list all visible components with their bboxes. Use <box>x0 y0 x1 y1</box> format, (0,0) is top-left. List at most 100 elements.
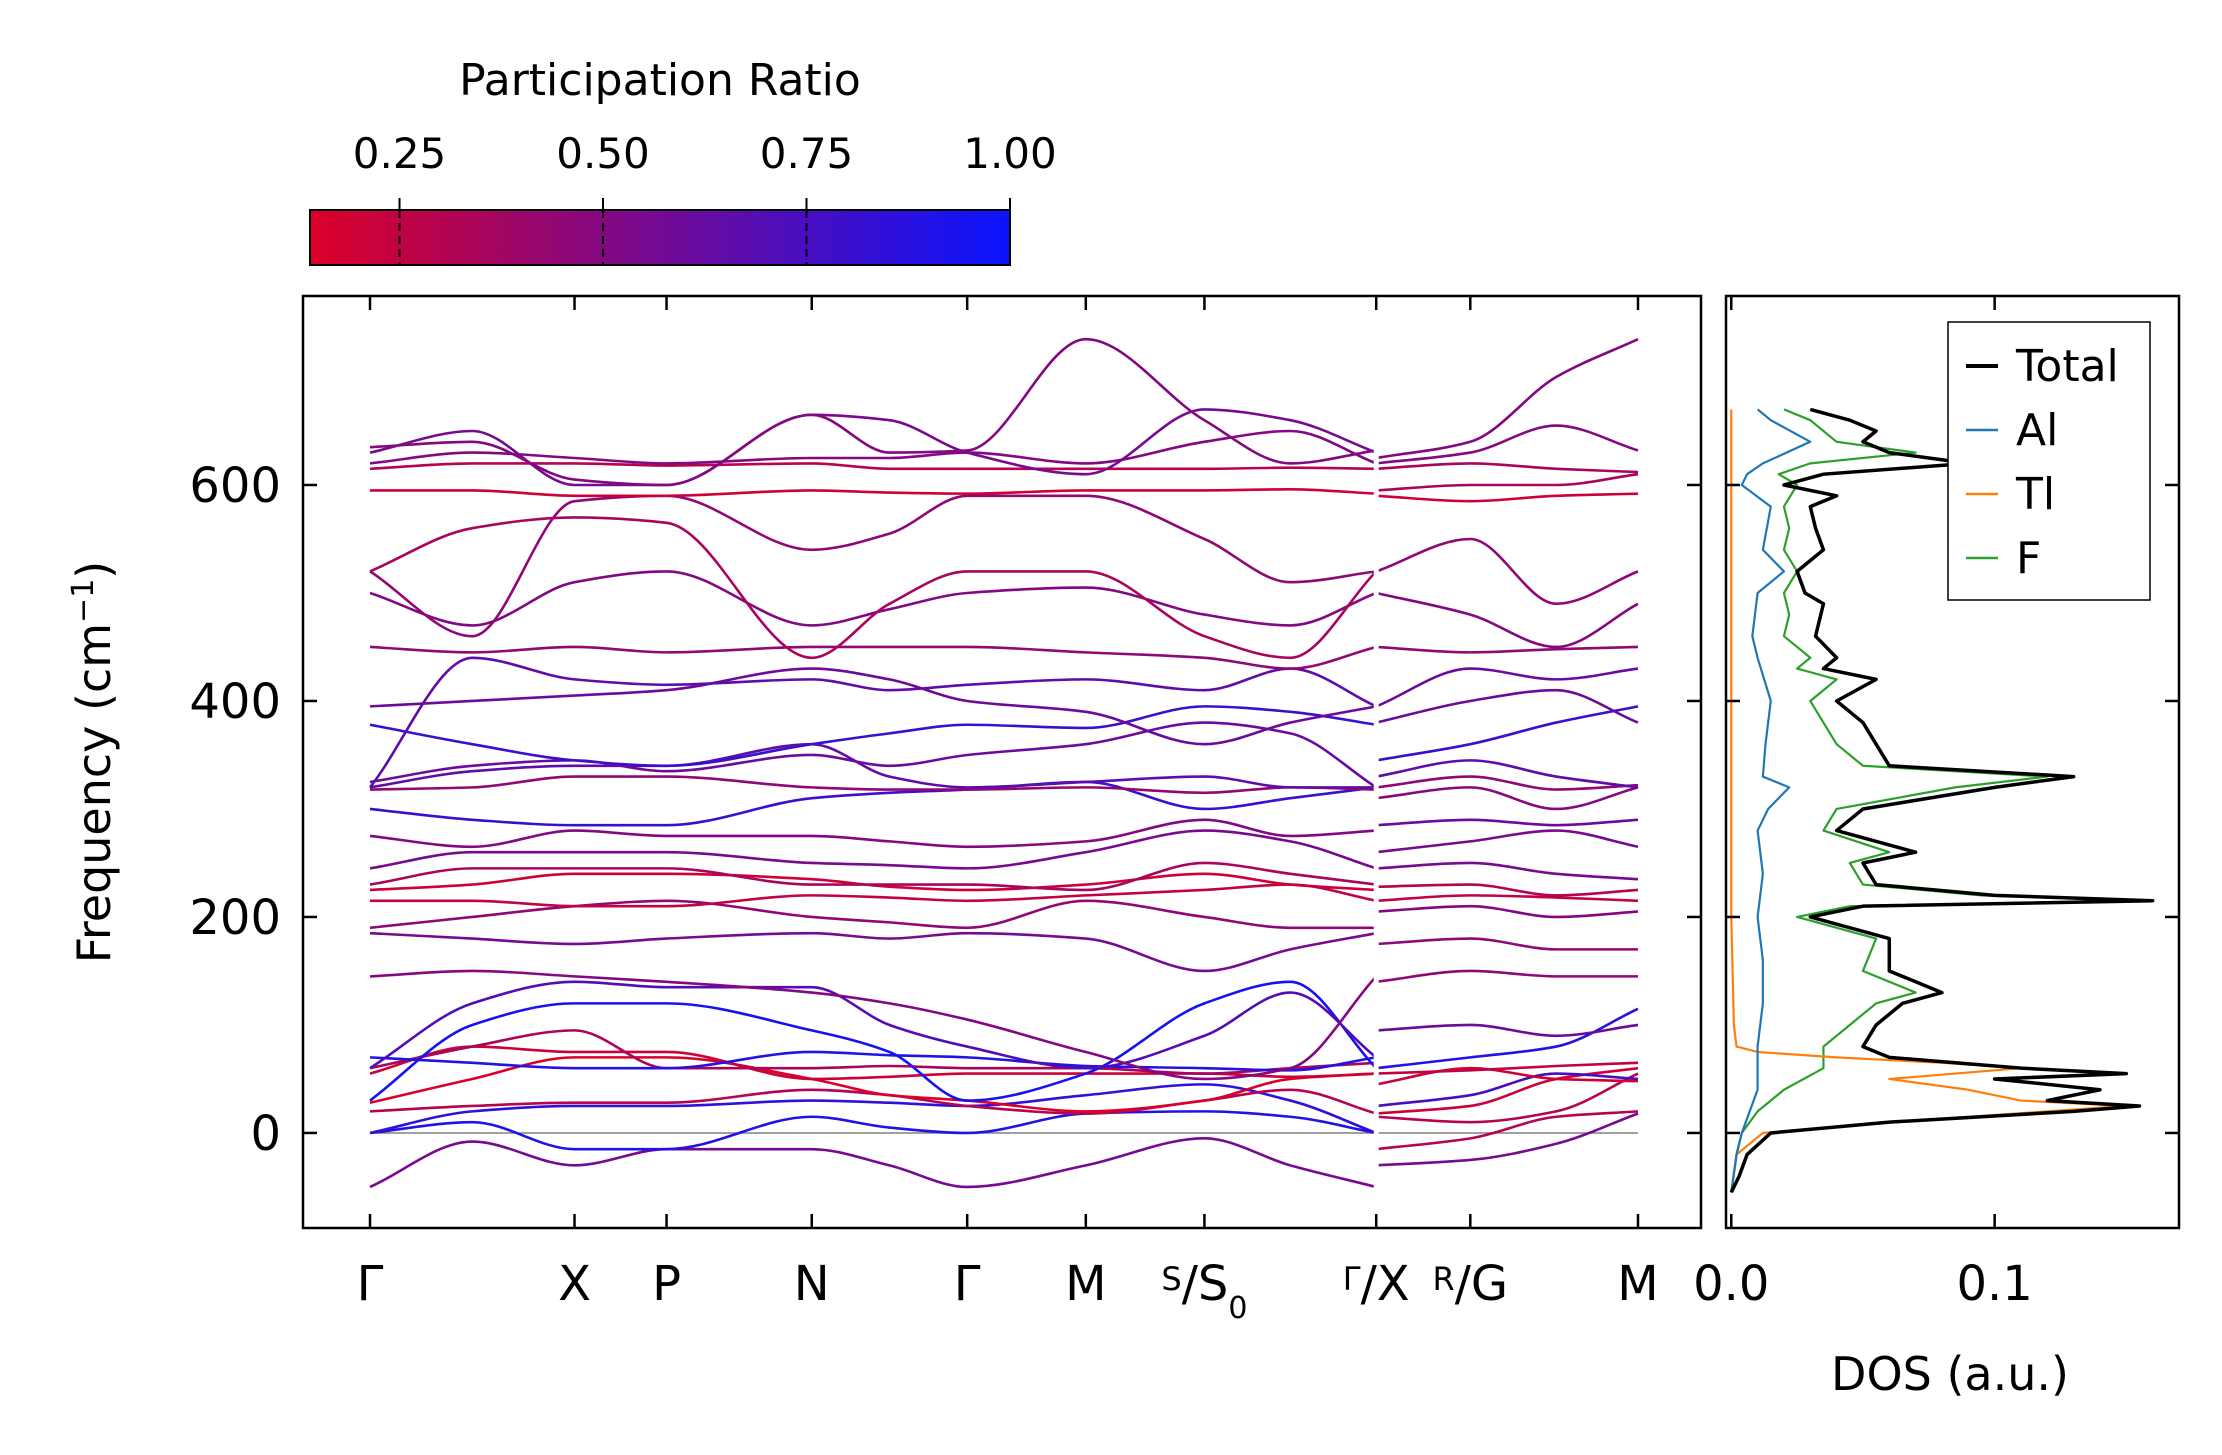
phonon-band <box>1376 1007 1639 1070</box>
k-point-label: Γ/X <box>1343 1256 1410 1312</box>
phonon-band <box>369 775 1377 795</box>
y-axis-label: Frequency (cm−1) <box>66 561 122 964</box>
phonon-band <box>369 645 1377 670</box>
y-tick-label: 600 <box>189 458 281 514</box>
phonon-band <box>1375 1066 1639 1086</box>
phonon-band <box>369 1056 1377 1113</box>
phonon-band <box>369 494 1377 638</box>
phonon-band <box>1376 786 1639 811</box>
dos-axes-frame <box>1724 294 2181 1230</box>
y-tick-label: 400 <box>189 674 281 730</box>
phonon-band <box>369 667 1377 746</box>
phonon-band <box>1376 462 1639 474</box>
phonon-band <box>1376 472 1639 492</box>
dos-lines <box>1729 407 2155 1194</box>
k-point-label: X <box>558 1256 591 1312</box>
colorbar-ticks <box>398 198 1011 265</box>
phonon-band <box>1376 937 1638 951</box>
phonon-band <box>369 931 1377 973</box>
phonon-band <box>1376 1112 1639 1167</box>
phonon-band <box>369 980 1378 1102</box>
k-point-label: N <box>794 1256 830 1312</box>
phonon-band <box>369 899 1377 930</box>
dos-series-al <box>1730 408 1812 1193</box>
phonon-band <box>369 980 1378 1070</box>
dos-x-tick-label: 0.0 <box>1693 1256 1769 1312</box>
phonon-band <box>1375 537 1639 606</box>
phonon-band <box>369 742 1377 789</box>
phonon-band <box>1376 1061 1639 1075</box>
k-point-label: M <box>1617 1256 1658 1312</box>
band-lines <box>368 298 1639 1226</box>
band-structure-panel: 0 200 400 600 Γ X P N Γ M S/S0 Γ/X R/G M Frequency (c… <box>66 294 1703 1326</box>
colorbar: Participation Ratio 0.25 0.50 0.75 1.00 <box>309 55 1057 266</box>
colorbar-tick-labels: 0.25 0.50 0.75 1.00 <box>353 129 1057 178</box>
phonon-band <box>1375 591 1639 649</box>
phonon-band <box>1376 904 1639 919</box>
phonon-band <box>369 1083 1377 1135</box>
phonon-band <box>369 516 1378 660</box>
phonon-band <box>369 1029 1377 1075</box>
dos-axes: 0.0 0.1 <box>1693 296 2179 1312</box>
phonon-band <box>1376 883 1639 897</box>
phonon-band <box>369 1137 1377 1189</box>
phonon-band <box>1376 894 1639 903</box>
phonon-band <box>1376 1023 1639 1038</box>
phonon-band <box>1376 424 1639 465</box>
phonon-band <box>370 883 1377 908</box>
phonon-band <box>1375 759 1639 789</box>
phonon-band <box>1376 1072 1639 1108</box>
phonon-band <box>1375 705 1639 762</box>
k-point-label: P <box>652 1256 681 1312</box>
dos-x-tick-label: 0.1 <box>1956 1256 2032 1312</box>
phonon-band <box>369 1050 1377 1072</box>
phonon-band <box>1376 969 1638 984</box>
k-point-label: S/S0 <box>1161 1256 1247 1326</box>
y-tick-label: 200 <box>189 890 281 946</box>
legend: Total Al Tl F <box>1947 321 2151 601</box>
phonon-band <box>369 780 1377 827</box>
phonon-band <box>1376 1072 1639 1124</box>
phonon-band <box>1376 1066 1639 1115</box>
k-point-label: R/G <box>1432 1256 1508 1312</box>
phonon-band <box>369 861 1377 892</box>
k-point-label: Γ <box>954 1256 981 1312</box>
phonon-band <box>1376 1110 1639 1151</box>
phonon-band <box>369 1110 1377 1151</box>
phonon-band <box>368 656 1377 789</box>
phonon-band <box>369 818 1377 849</box>
legend-label: Total <box>2015 341 2119 392</box>
legend-label: Al <box>2016 405 2058 456</box>
phonon-band <box>1376 861 1639 881</box>
colorbar-tick-label: 0.25 <box>353 129 447 178</box>
phonon-band <box>369 721 1377 789</box>
phonon-band <box>369 872 1377 892</box>
phonon-band <box>369 829 1377 870</box>
phonon-band <box>369 408 1377 487</box>
k-point-label: Γ <box>357 1256 384 1312</box>
colorbar-tick-label: 0.75 <box>760 129 854 178</box>
phonon-band <box>1375 338 1639 460</box>
legend-items: Total Al Tl F <box>1966 341 2119 584</box>
colorbar-gradient <box>309 209 1011 266</box>
phonon-band <box>1376 492 1639 503</box>
band-axes: 0 200 400 600 Γ X P N Γ M S/S0 Γ/X R/G M <box>189 296 1701 1326</box>
phonon-band <box>1375 667 1639 708</box>
phonon-band <box>370 488 1377 498</box>
colorbar-tick-label: 0.50 <box>556 129 650 178</box>
phonon-band <box>369 429 1377 465</box>
phonon-band <box>369 570 1377 627</box>
band-axes-frame <box>301 294 1703 1230</box>
phonon-band <box>369 337 1377 487</box>
phonon-band <box>369 969 1378 1081</box>
phonon-band <box>1375 688 1639 724</box>
colorbar-tick-label: 1.00 <box>963 129 1057 178</box>
dos-panel: 0.0 0.1 DOS (a.u.) Total Al Tl F <box>1693 294 2181 1401</box>
colorbar-title: Participation Ratio <box>459 55 861 106</box>
dos-x-axis-label: DOS (a.u.) <box>1831 1347 2069 1401</box>
legend-label: F <box>2016 533 2041 584</box>
phonon-band <box>1376 645 1639 654</box>
y-tick-label: 0 <box>250 1106 281 1162</box>
phonon-band <box>1376 775 1639 791</box>
